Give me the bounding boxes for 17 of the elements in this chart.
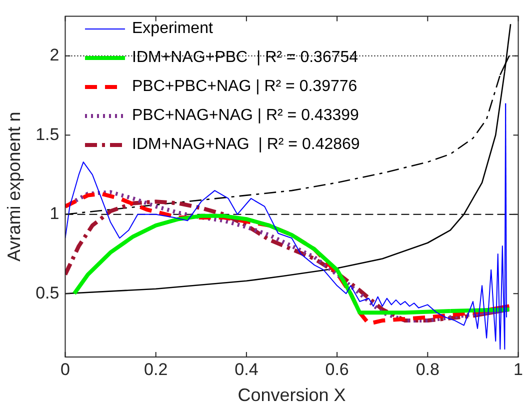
x-tick-label: 0.2 [144, 360, 168, 379]
x-tick-label: 0.6 [325, 360, 349, 379]
y-tick-label: 2 [50, 46, 60, 65]
y-tick-label: 1.5 [36, 124, 60, 144]
y-tick-label: 0.5 [36, 283, 60, 302]
x-tick-label: 0.4 [234, 360, 258, 379]
x-tick-label: 1 [514, 360, 524, 379]
y-axis-title: Avrami exponent n [4, 112, 24, 262]
x-axis-title: Conversion X [238, 385, 346, 406]
legend-label: PBC+NAG+NAG | R² = 0.43399 [132, 106, 359, 124]
legend-label: Experiment [132, 20, 213, 38]
legend-label: PBC+PBC+NAG | R² = 0.39776 [132, 78, 358, 96]
x-tick-label: 0.8 [416, 360, 440, 379]
x-tick-label: 0 [60, 360, 70, 379]
legend-label: IDM+NAG+PBC | R² = 0.36754 [132, 48, 358, 66]
legend-label: IDM+NAG+NAG | R² = 0.42869 [132, 136, 360, 154]
y-tick-label: 1 [50, 204, 60, 224]
